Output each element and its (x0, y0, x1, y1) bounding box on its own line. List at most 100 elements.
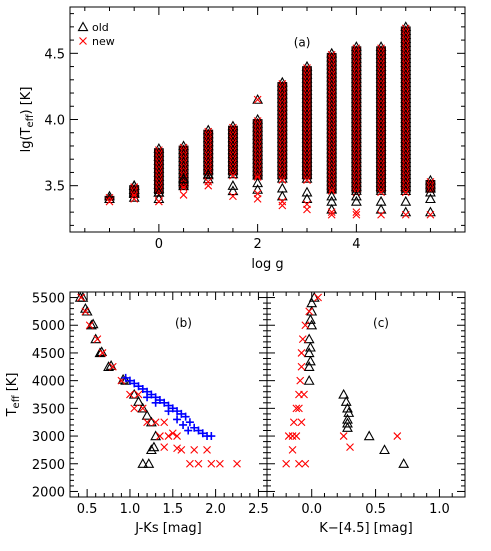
new-point (278, 197, 287, 206)
old-point (363, 430, 375, 441)
x-tick-label: 2.5 (248, 502, 269, 517)
new-point (233, 459, 241, 468)
new-point (284, 432, 293, 440)
blue-point (177, 409, 186, 418)
old-point (379, 444, 390, 455)
new-point (346, 443, 354, 452)
new-point (305, 307, 314, 316)
new-point (229, 171, 237, 180)
blue-point (179, 420, 188, 429)
y-tick-label: 4500 (32, 347, 65, 362)
new-point (229, 192, 237, 201)
new-point (77, 293, 86, 302)
new-point (253, 173, 262, 181)
new-point (288, 446, 297, 454)
new-point (401, 210, 410, 219)
old-point (301, 186, 313, 197)
old-point (303, 333, 315, 344)
new-point (377, 210, 385, 219)
new-point (81, 307, 90, 316)
y-tick-label: 4.0 (44, 114, 65, 129)
old-point (343, 407, 355, 417)
new-point (401, 188, 410, 197)
old-point (252, 177, 264, 188)
panel-b-frame (69, 291, 268, 498)
old-point (143, 458, 155, 468)
blue-point (184, 426, 193, 435)
old-point (145, 444, 157, 455)
new-point (352, 210, 361, 219)
old-point (303, 361, 315, 371)
old-point (340, 396, 352, 406)
blue-point (190, 423, 199, 432)
y-axis-label: lg(Teff) [K] (19, 87, 36, 153)
new-point (93, 335, 102, 343)
old-point (276, 190, 288, 201)
new-point (190, 446, 199, 454)
old-point (227, 185, 239, 196)
new-point (339, 432, 348, 440)
blue-point (181, 412, 190, 421)
old-point (150, 430, 162, 441)
y-tick-label: 5500 (32, 292, 65, 307)
blue-point (134, 382, 143, 391)
new-point (282, 459, 291, 468)
new-point (288, 432, 297, 440)
blue-point (194, 426, 203, 435)
new-point (173, 444, 181, 453)
new-point (160, 443, 169, 452)
old-point (79, 302, 91, 313)
blue-point (151, 398, 160, 407)
x-tick-label: 0 (155, 237, 163, 252)
new-point (292, 432, 301, 440)
y-tick-label: 3.5 (44, 180, 65, 195)
old-point (375, 195, 387, 206)
new-point (179, 183, 188, 192)
old-point (338, 388, 350, 399)
y-axis-label: Teff [K] (5, 373, 22, 418)
new-point (296, 376, 305, 385)
old-point (306, 297, 318, 308)
new-point (393, 432, 402, 440)
x-tick-label: 1.0 (429, 502, 450, 517)
old-point (326, 195, 338, 206)
old-point (398, 458, 410, 468)
new-point (156, 432, 164, 440)
new-point (253, 189, 262, 198)
new-point (295, 459, 303, 468)
blue-point (168, 404, 177, 413)
new-point (154, 197, 163, 206)
x-axis-label: K−[4.5] [mag] (319, 521, 412, 536)
y-axis-label-sub: eff (25, 113, 36, 127)
new-point (108, 362, 117, 371)
x-tick-label: 1.0 (120, 502, 141, 517)
old-point (304, 341, 316, 352)
old-point (137, 402, 149, 413)
new-point (295, 404, 303, 413)
y-tick-label: 5000 (32, 319, 65, 334)
x-tick-label: 0.5 (365, 502, 386, 517)
new-point (207, 459, 216, 468)
y-tick-label: 2000 (32, 485, 65, 500)
new-point (85, 321, 94, 330)
legend-new-marker (79, 37, 87, 45)
new-point (179, 191, 188, 199)
new-point (151, 418, 160, 427)
blue-point (121, 373, 130, 382)
new-point (301, 459, 310, 468)
y-axis-label-sub: eff (11, 394, 22, 408)
new-point (168, 429, 177, 438)
new-point (327, 208, 336, 217)
new-point (377, 188, 385, 197)
y-axis-label-main: T (5, 408, 20, 417)
old-point (350, 195, 362, 206)
new-point (204, 181, 213, 190)
legend-old-marker (77, 21, 89, 32)
old-point (400, 206, 412, 217)
y-tick-label: 2500 (32, 458, 65, 473)
old-point (425, 193, 436, 204)
old-point (104, 193, 115, 204)
new-point (297, 349, 306, 357)
panel-b-tag: (b) (175, 316, 192, 330)
new-point (130, 191, 139, 200)
